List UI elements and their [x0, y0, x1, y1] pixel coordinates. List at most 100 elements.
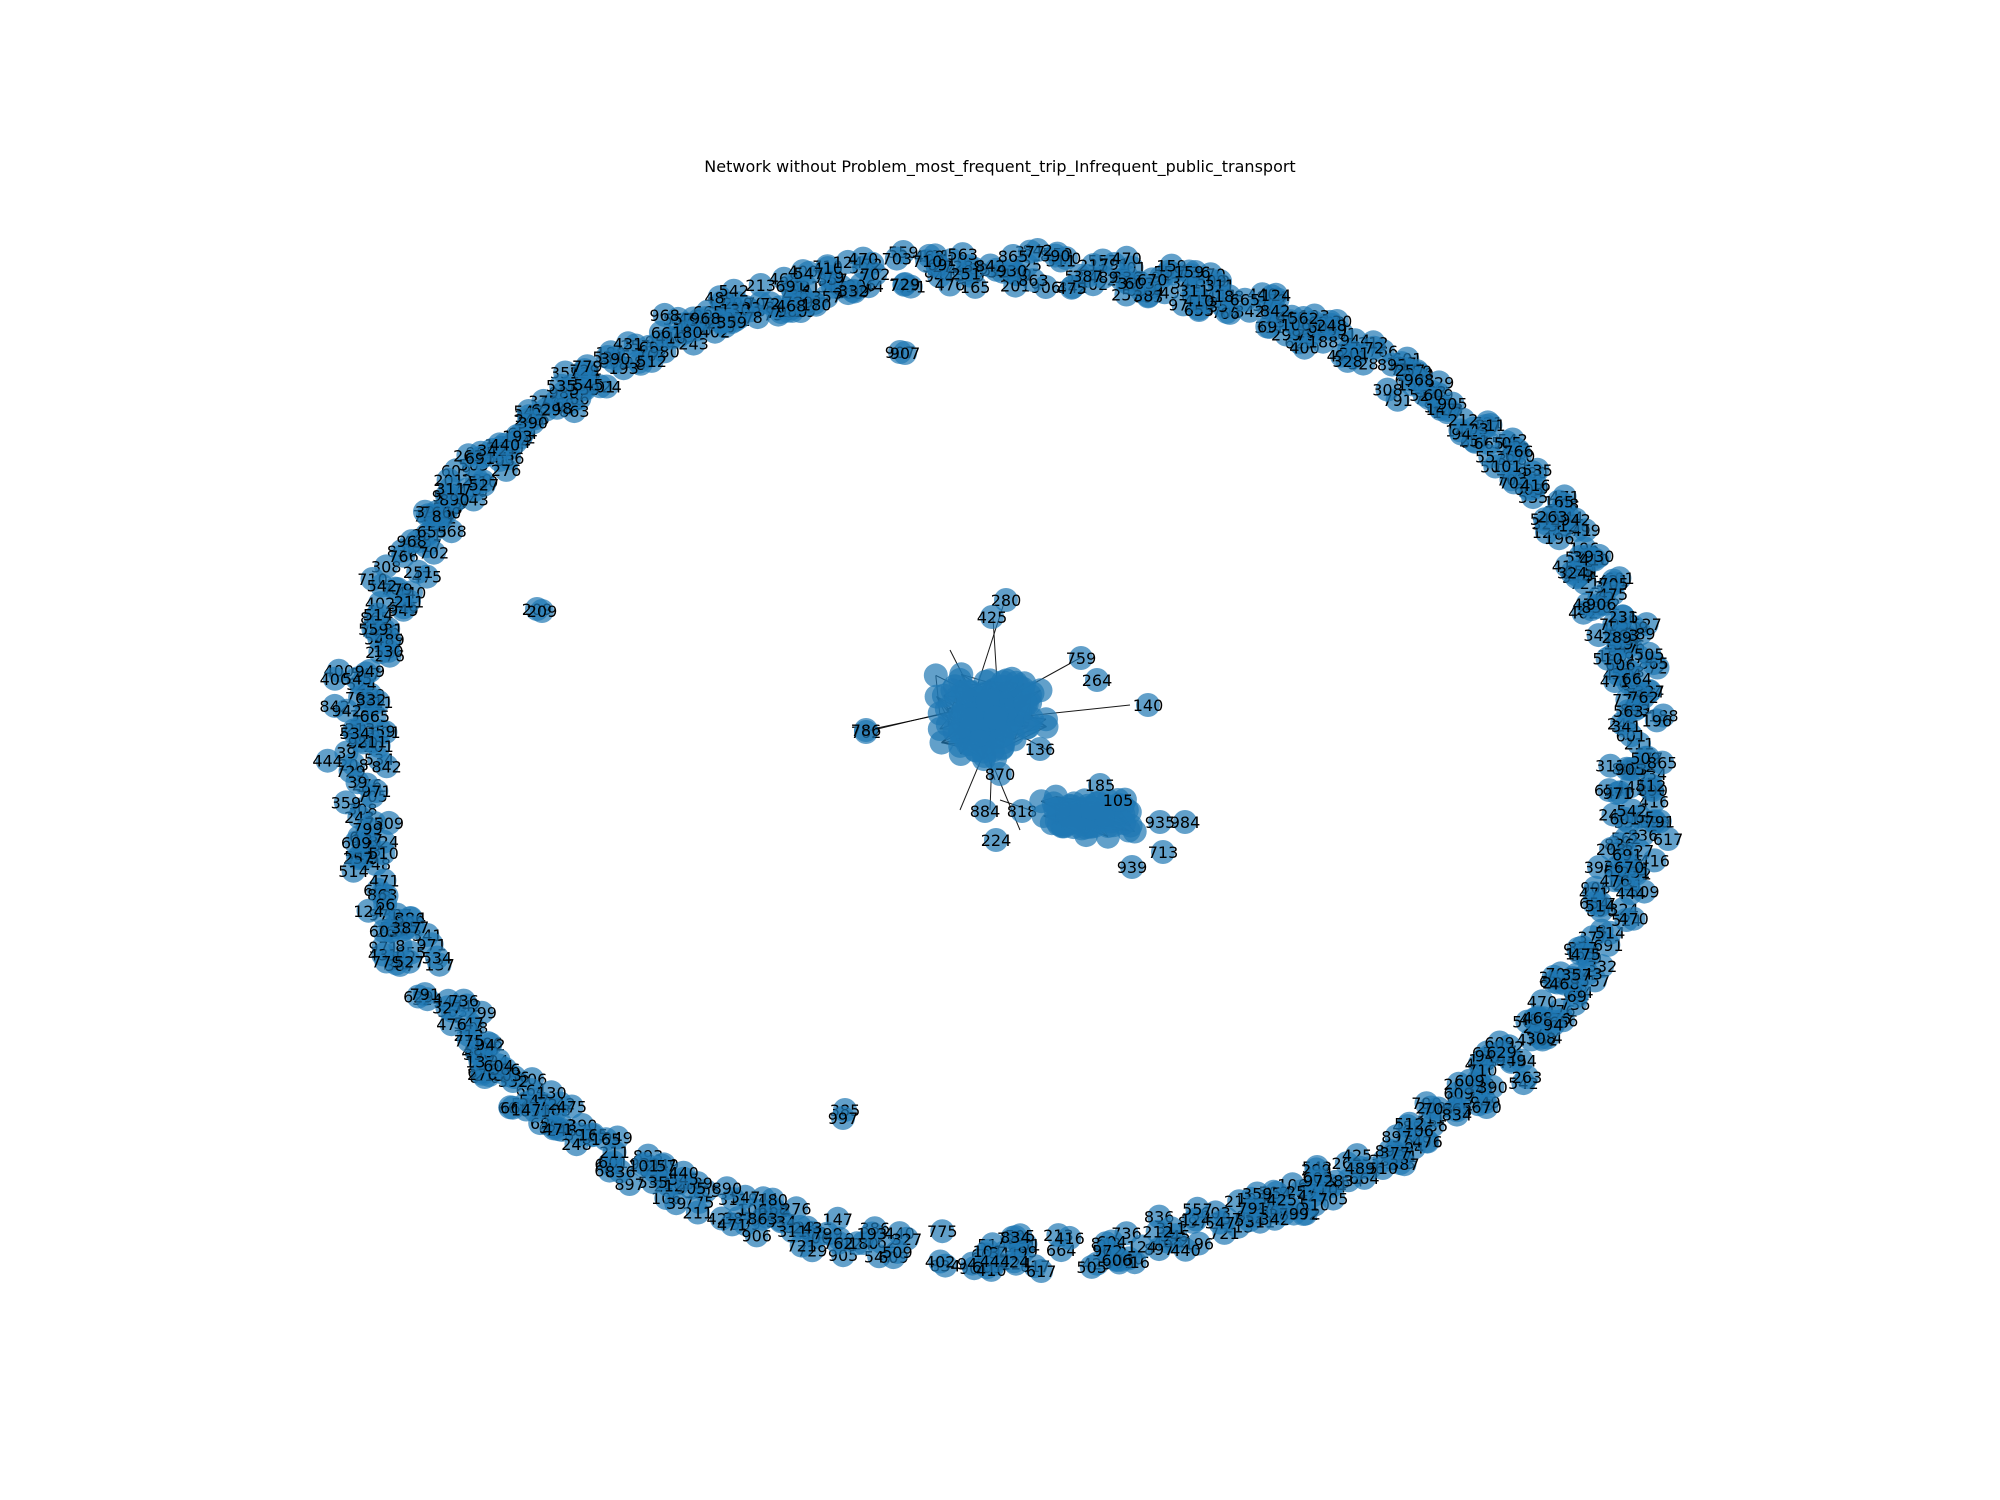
ring-node: 416	[1054, 1225, 1085, 1250]
cluster-b-labeled-node: 224	[981, 828, 1012, 852]
node-label: 547	[794, 264, 825, 283]
node-label: 721	[786, 1237, 817, 1256]
node-label: 39	[347, 773, 367, 792]
ring-node: 721	[786, 1233, 817, 1258]
node-label: 136	[1025, 740, 1056, 759]
node-label: 444	[1615, 884, 1646, 903]
cluster-b-node	[1080, 796, 1105, 821]
ring-node: 444	[1615, 881, 1646, 906]
ring-node: 124	[353, 898, 384, 923]
ring-node: 834	[1442, 1102, 1472, 1127]
ring-node: 670	[1471, 1095, 1502, 1119]
ring-node: 534	[340, 720, 371, 745]
node-label: 130	[373, 642, 404, 661]
node-label: 670	[1137, 270, 1168, 289]
cluster-b-node	[1122, 819, 1147, 844]
node-circle	[1013, 691, 1038, 716]
ring-node: 527	[394, 949, 425, 974]
ring-node: 842	[371, 754, 402, 779]
node-label: 562	[1288, 309, 1319, 328]
ring-node: 66	[648, 320, 673, 345]
node-label: 471	[543, 1120, 574, 1139]
ring-node: 512	[636, 348, 667, 373]
ring-node: 8	[424, 504, 449, 529]
ring-node: 212	[1142, 1219, 1173, 1244]
node-label: 702	[860, 265, 891, 284]
ring-node: 865	[1647, 750, 1677, 775]
node-label: 512	[1636, 776, 1667, 795]
ring-node: 779	[572, 354, 603, 379]
node-label: 416	[1520, 476, 1551, 495]
node-label: 510	[1592, 650, 1623, 669]
node-label: 604	[483, 1056, 514, 1075]
ring-node: 444	[980, 1248, 1011, 1273]
node-label: 196	[1642, 711, 1673, 730]
ring-node: 514	[338, 858, 369, 883]
ring-node: 865	[998, 244, 1028, 268]
node-label: 505	[1634, 645, 1665, 664]
nodes-layer: 2572487798367623244763114899065145639724…	[312, 238, 1683, 1283]
node-label: 670	[1471, 1098, 1502, 1117]
ring-node: 534	[422, 945, 452, 970]
ring-node: 514	[363, 602, 393, 627]
node-label: 311	[435, 480, 466, 499]
node-label: 729	[890, 275, 921, 294]
ring-node: 547	[794, 260, 825, 285]
node-label: 105	[1103, 791, 1134, 810]
ring-node: 842	[1260, 298, 1290, 323]
node-label: 534	[340, 724, 371, 743]
node-circle	[1031, 804, 1056, 828]
ring-node: 729	[890, 272, 921, 296]
ring-node: 510	[1592, 646, 1623, 671]
ring-node: 514	[1585, 893, 1615, 918]
ring-node: 211	[394, 589, 424, 614]
cluster-b-node	[1061, 815, 1086, 840]
ring-node: 971	[1602, 781, 1633, 806]
ring-node: 39	[664, 1191, 689, 1216]
ring-node: 416	[1520, 472, 1551, 497]
node-label: 906	[741, 1226, 772, 1245]
node-label: 224	[981, 831, 1012, 850]
cluster-a-labeled-node: 759	[1066, 646, 1096, 670]
cluster-b-labeled-node: 105	[1103, 788, 1134, 812]
node-label: 834	[1000, 1228, 1031, 1247]
ring-node: 563	[1613, 699, 1644, 724]
ring-node: 505	[1076, 1254, 1107, 1279]
node-label: 984	[1170, 813, 1201, 832]
node-label: 444	[980, 1252, 1011, 1271]
node-label: 512	[636, 352, 667, 371]
isolated-pair-node: 209	[527, 599, 557, 623]
node-label: 791	[1645, 812, 1676, 831]
node-label: 705	[1318, 1190, 1349, 1209]
ring-node: 736	[448, 988, 479, 1013]
cluster-b-labeled-node: 984	[1170, 810, 1201, 834]
node-label: 470	[1111, 249, 1142, 268]
ring-node: 604	[483, 1053, 514, 1078]
cluster-b-labeled-node: 713	[1148, 840, 1178, 864]
ring-node: 402	[925, 1249, 955, 1274]
node-label: 289	[1602, 628, 1633, 647]
node-label: 332	[838, 282, 869, 301]
node-label: 251	[403, 563, 434, 582]
node-label: 357	[1561, 966, 1592, 985]
node-label: 94	[1543, 1016, 1563, 1035]
ring-node: 972	[1303, 1168, 1334, 1193]
node-label: 165	[591, 1130, 622, 1149]
ring-node: 276	[491, 457, 522, 482]
node-label: 263	[1512, 1068, 1543, 1087]
ring-node: 510	[368, 841, 399, 865]
node-label: 387	[391, 918, 422, 937]
node-label: 276	[491, 461, 522, 480]
ring-node: 629	[1486, 1040, 1517, 1065]
node-circle	[935, 712, 960, 737]
node-label: 425	[977, 608, 1008, 627]
node-label: 906	[1586, 595, 1617, 614]
ring-node: 387	[391, 915, 422, 940]
node-label: 542	[367, 577, 398, 596]
node-label: 775	[454, 1032, 485, 1051]
node-label: 884	[970, 802, 1001, 821]
node-label: 791	[1237, 1199, 1268, 1218]
ring-node: 440	[668, 1160, 699, 1185]
cluster-a-node	[935, 712, 960, 737]
